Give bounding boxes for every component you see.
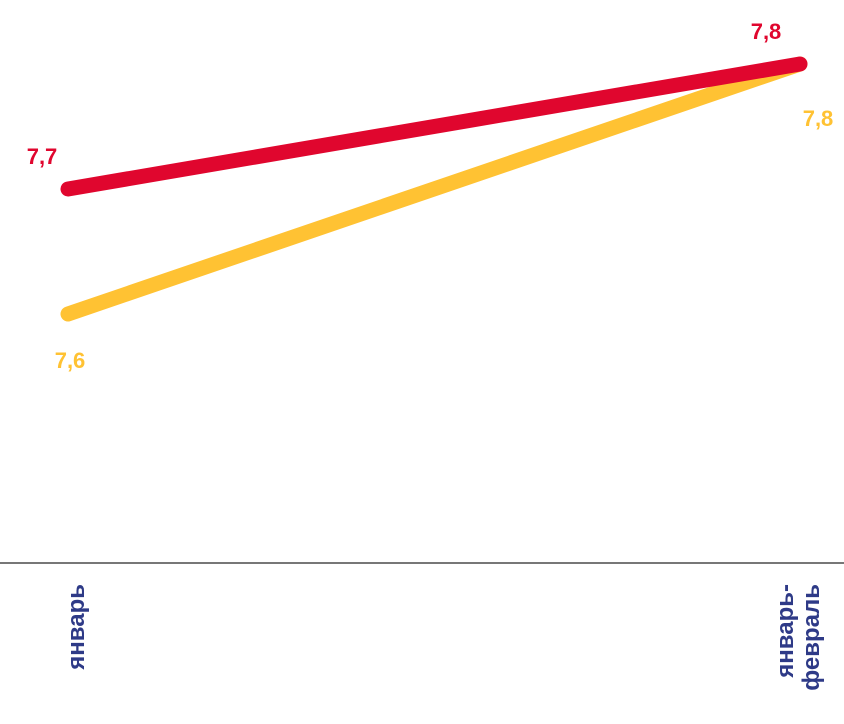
series-1-data-label: 7,7 (27, 144, 58, 169)
series-2-data-label: 7,6 (55, 348, 86, 373)
series-2-line (60, 56, 808, 322)
series-1-line (60, 56, 808, 197)
data-label-layer: 7,7 7,8 7,6 7,8 (27, 19, 834, 373)
category-label-layer: январь январь-февраль (63, 584, 825, 691)
series-2-data-label: 7,8 (803, 106, 834, 131)
x-tick-label-line: январь- (772, 584, 799, 679)
x-tick-label-line: февраль (798, 584, 825, 691)
series-1-data-label: 7,8 (751, 19, 782, 44)
x-tick-label: январь (63, 584, 90, 671)
series-layer (60, 56, 808, 322)
x-tick-label-line: январь (63, 584, 90, 671)
x-tick-label: январь-февраль (772, 584, 825, 691)
